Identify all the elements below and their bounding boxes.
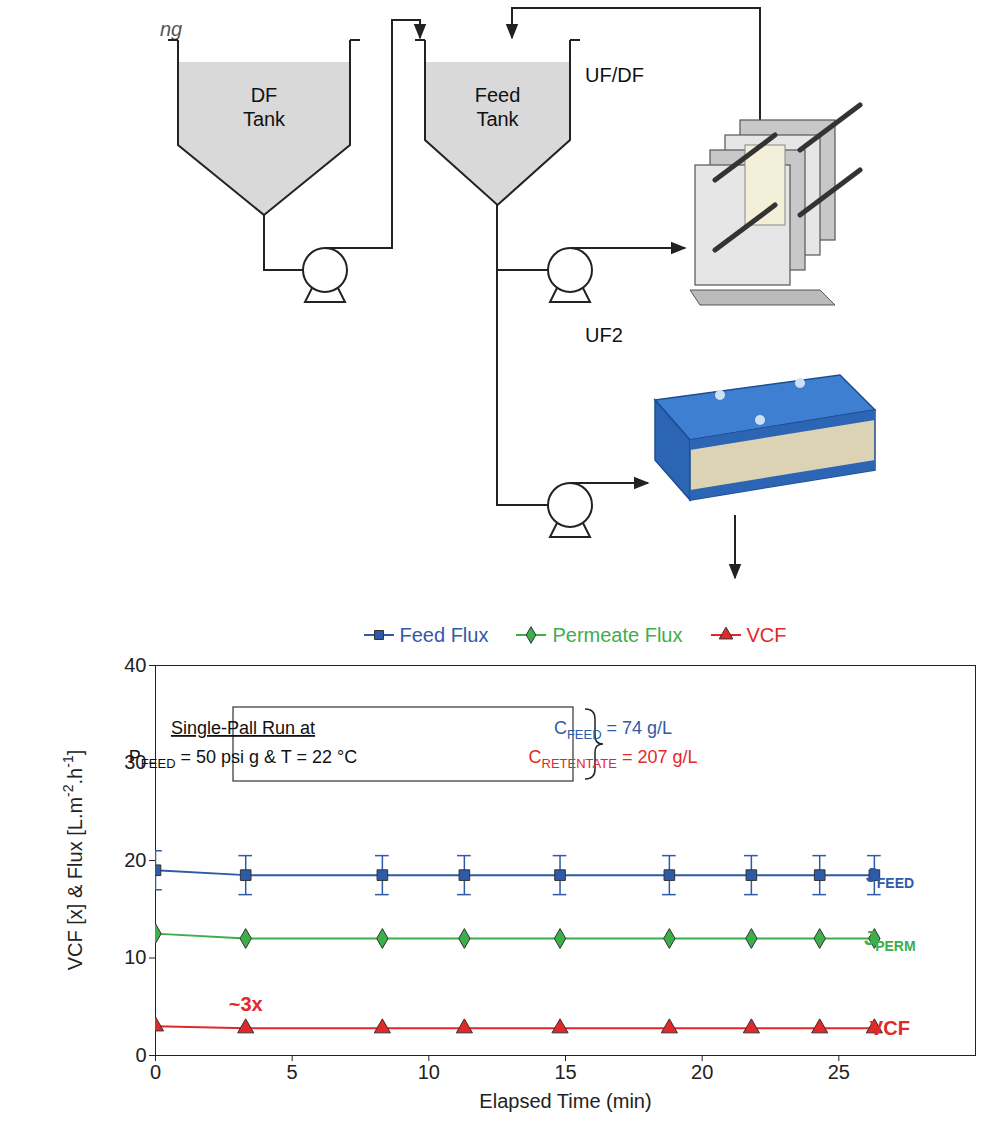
svg-text:UF/DF: UF/DF xyxy=(585,64,644,86)
svg-text:20: 20 xyxy=(124,849,146,871)
svg-text:FeedTank: FeedTank xyxy=(475,84,521,130)
svg-text:DFTank: DFTank xyxy=(243,84,286,130)
svg-text:Single-Pall Run at: Single-Pall Run at xyxy=(171,718,315,738)
svg-text:10: 10 xyxy=(124,946,146,968)
svg-text:40: 40 xyxy=(124,654,146,676)
svg-text:15: 15 xyxy=(554,1061,576,1083)
svg-text:CFEED = 74 g/L: CFEED = 74 g/L xyxy=(554,718,672,742)
svg-text:~3x: ~3x xyxy=(229,993,263,1015)
svg-text:0: 0 xyxy=(150,1061,161,1083)
svg-text:Elapsed Time (min): Elapsed Time (min) xyxy=(479,1090,651,1112)
svg-text:ng: ng xyxy=(160,18,182,40)
html-text:Feed Flux: Feed Flux xyxy=(399,623,489,646)
svg-text:UF2: UF2 xyxy=(585,324,623,346)
html-text:Permeate Flux: Permeate Flux xyxy=(552,623,683,646)
svg-text:PFEED = 50 psi g & T = 22 °C: PFEED = 50 psi g & T = 22 °C xyxy=(129,747,357,771)
svg-text:CRETENTATE = 207 g/L: CRETENTATE = 207 g/L xyxy=(529,747,698,771)
svg-text:JPERM: JPERM xyxy=(864,927,916,954)
svg-text:JFEED: JFEED xyxy=(866,864,914,891)
svg-text:10: 10 xyxy=(418,1061,440,1083)
html-text:VCF: VCF xyxy=(746,623,787,646)
svg-text:5: 5 xyxy=(287,1061,298,1083)
svg-text:VCF [x] & Flux [L.m-2.h-1]: VCF [x] & Flux [L.m-2.h-1] xyxy=(60,750,86,971)
svg-text:0: 0 xyxy=(135,1044,146,1066)
svg-text:25: 25 xyxy=(828,1061,850,1083)
svg-text:VCF: VCF xyxy=(870,1017,910,1039)
svg-text:20: 20 xyxy=(691,1061,713,1083)
